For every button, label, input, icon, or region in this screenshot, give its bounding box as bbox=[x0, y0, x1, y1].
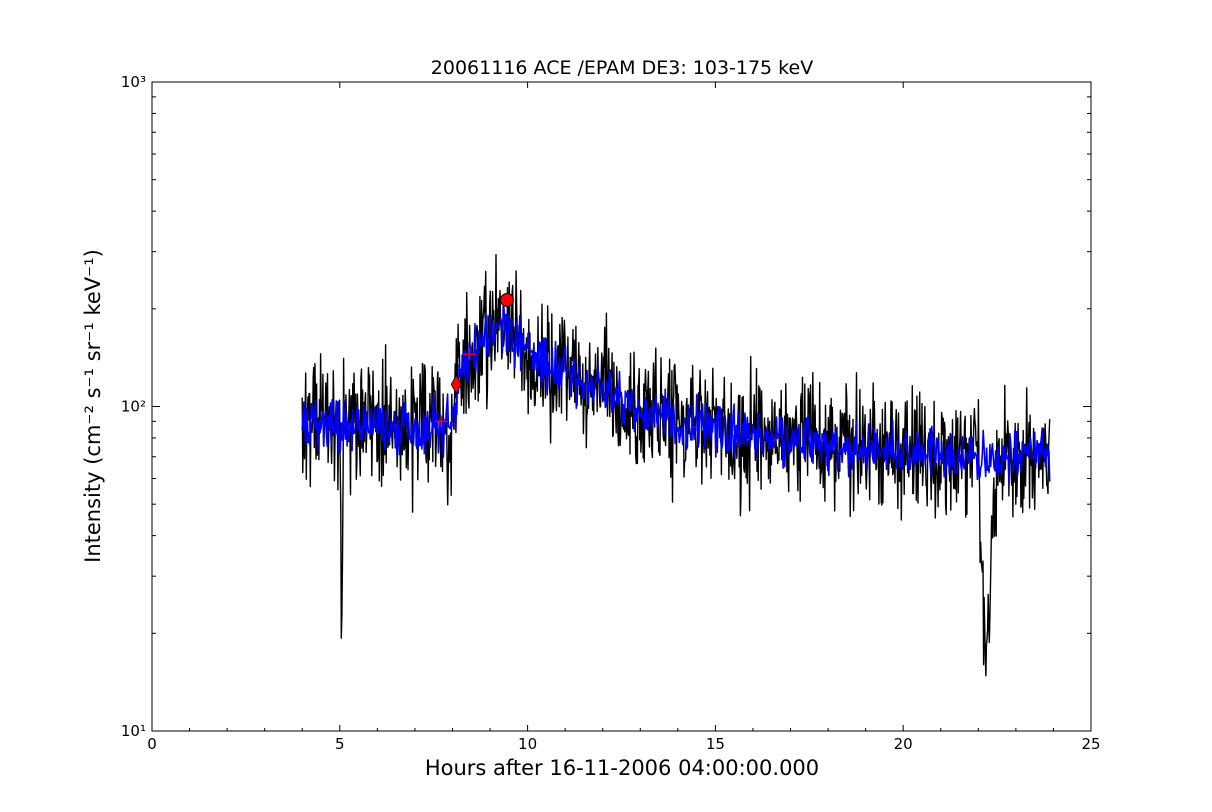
diamond-marker bbox=[450, 374, 462, 395]
plus-marker bbox=[435, 415, 448, 428]
circle-marker bbox=[499, 292, 514, 307]
y-axis: 10¹ 10² 10³ bbox=[121, 73, 1091, 740]
series-layer bbox=[301, 254, 1051, 677]
x-axis: 0 5 10 15 20 25 bbox=[147, 82, 1101, 753]
plus-marker bbox=[463, 348, 476, 361]
x-tick-label: 10 bbox=[518, 735, 537, 753]
x-tick-label: 25 bbox=[1081, 735, 1100, 753]
x-tick-label: 15 bbox=[706, 735, 725, 753]
x-tick-label: 0 bbox=[147, 735, 157, 753]
plot-area bbox=[301, 254, 1051, 677]
x-tick-label: 5 bbox=[335, 735, 345, 753]
plot-frame bbox=[151, 81, 1092, 732]
y-tick-label: 10¹ bbox=[121, 722, 146, 740]
y-tick-label: 10² bbox=[121, 398, 146, 416]
smoothed-intensity-series bbox=[301, 304, 1051, 486]
x-axis-label: Hours after 16-11-2006 04:00:00.000 bbox=[425, 756, 819, 780]
y-axis-label: Intensity (cm⁻² s⁻¹ sr⁻¹ keV⁻¹) bbox=[81, 249, 105, 563]
chart-title: 20061116 ACE /EPAM DE3: 103-175 keV bbox=[431, 57, 813, 79]
raw-intensity-series bbox=[301, 254, 1051, 677]
x-tick-label: 20 bbox=[894, 735, 913, 753]
y-tick-label: 10³ bbox=[121, 73, 146, 91]
